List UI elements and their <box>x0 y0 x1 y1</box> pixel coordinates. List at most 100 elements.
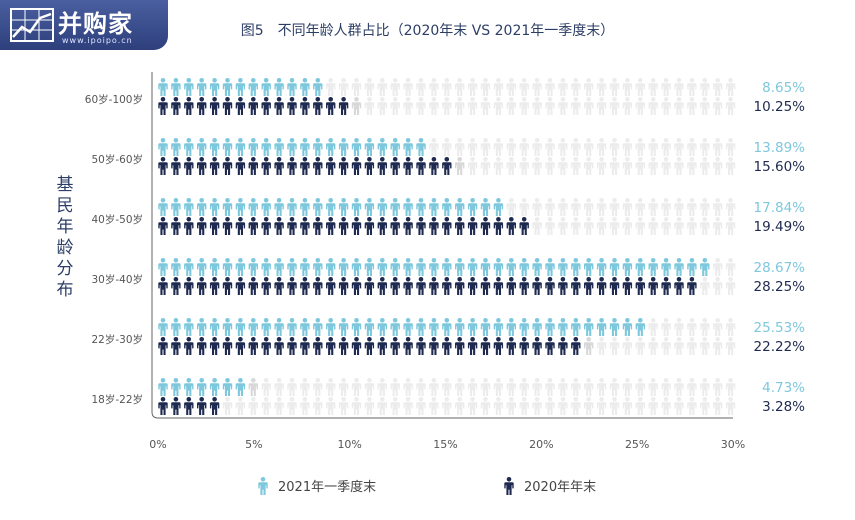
person-icon <box>674 258 684 276</box>
person-icon <box>222 318 233 336</box>
person-icon <box>674 198 684 216</box>
person-icon <box>313 97 323 115</box>
person-icon <box>326 277 336 295</box>
person-icon <box>545 337 555 355</box>
person-icon <box>725 97 736 115</box>
person-icon <box>326 78 336 96</box>
person-icon <box>416 258 426 276</box>
person-icon <box>725 217 736 235</box>
person-icon <box>467 97 478 115</box>
person-icon <box>622 78 633 96</box>
person-icon <box>364 198 375 216</box>
person-icon <box>622 277 633 295</box>
person-icon <box>364 78 375 96</box>
person-icon <box>261 217 271 235</box>
person-icon <box>338 337 349 355</box>
person-icon <box>648 397 658 415</box>
person-icon <box>390 157 400 175</box>
person-icon <box>609 97 620 115</box>
person-icon <box>248 378 258 396</box>
person-icon <box>403 78 413 96</box>
person-icon <box>338 198 349 216</box>
bar-0-3 <box>158 258 736 276</box>
person-icon <box>558 318 568 336</box>
person-icon <box>532 78 542 96</box>
person-icon <box>713 318 723 336</box>
person-icon <box>493 198 504 216</box>
person-icon <box>416 97 426 115</box>
bar-1-0 <box>158 97 736 115</box>
data-label: 25.53% <box>754 320 806 336</box>
person-icon <box>261 337 271 355</box>
person-icon <box>571 318 581 336</box>
person-icon <box>326 217 336 235</box>
person-icon <box>300 198 310 216</box>
value-labels: 60岁-100岁 8.65% 10.25% 50岁-60岁 13.89% 15.60% 40… <box>85 80 805 415</box>
person-icon <box>455 378 465 396</box>
person-icon <box>725 198 736 216</box>
person-icon <box>596 138 607 156</box>
person-icon <box>222 138 233 156</box>
person-icon <box>261 138 271 156</box>
person-icon <box>467 277 478 295</box>
person-icon <box>300 378 310 396</box>
person-icon <box>480 217 491 235</box>
person-icon <box>364 277 375 295</box>
bar-1-1 <box>158 157 736 175</box>
person-icon <box>661 277 671 295</box>
person-icon <box>377 157 387 175</box>
axes: 0% 5% 10% 15% 20% 25% 30% <box>149 72 745 451</box>
person-icon <box>455 258 465 276</box>
person-icon <box>300 138 310 156</box>
person-icon <box>635 97 645 115</box>
person-icon <box>674 277 684 295</box>
person-icon <box>364 397 375 415</box>
person-icon <box>184 157 194 175</box>
person-icon <box>390 97 400 115</box>
person-icon <box>235 378 246 396</box>
person-icon <box>258 477 268 495</box>
person-icon <box>184 97 194 115</box>
person-icon <box>674 78 684 96</box>
person-icon <box>725 318 736 336</box>
person-icon <box>442 217 452 235</box>
person-icon <box>222 337 233 355</box>
person-icon <box>442 157 452 175</box>
person-icon <box>545 78 555 96</box>
person-icon <box>609 258 620 276</box>
person-icon <box>622 397 633 415</box>
person-icon <box>519 157 529 175</box>
person-icon <box>622 217 633 235</box>
person-icon <box>235 78 246 96</box>
person-icon <box>493 337 504 355</box>
person-icon <box>519 258 529 276</box>
person-icon <box>416 378 426 396</box>
person-icon <box>184 397 194 415</box>
person-icon <box>403 138 413 156</box>
person-icon <box>248 217 258 235</box>
person-icon <box>403 217 413 235</box>
person-icon <box>261 198 271 216</box>
person-icon <box>184 258 194 276</box>
person-icon <box>635 78 645 96</box>
person-icon <box>648 157 658 175</box>
person-icon <box>377 198 387 216</box>
person-icon <box>493 318 504 336</box>
person-icon <box>209 258 220 276</box>
person-icon <box>248 277 258 295</box>
person-icon <box>622 97 633 115</box>
person-icon <box>197 337 207 355</box>
person-icon <box>687 397 697 415</box>
person-icon <box>532 97 542 115</box>
person-icon <box>506 78 516 96</box>
person-icon <box>364 258 375 276</box>
person-icon <box>338 138 349 156</box>
x-tick-label: 0% <box>149 438 166 451</box>
person-icon <box>158 318 168 336</box>
person-icon <box>493 397 504 415</box>
person-icon <box>248 198 258 216</box>
person-icon <box>596 378 607 396</box>
person-icon <box>493 138 504 156</box>
logo-url: www.ipoipo.cn <box>62 36 133 45</box>
